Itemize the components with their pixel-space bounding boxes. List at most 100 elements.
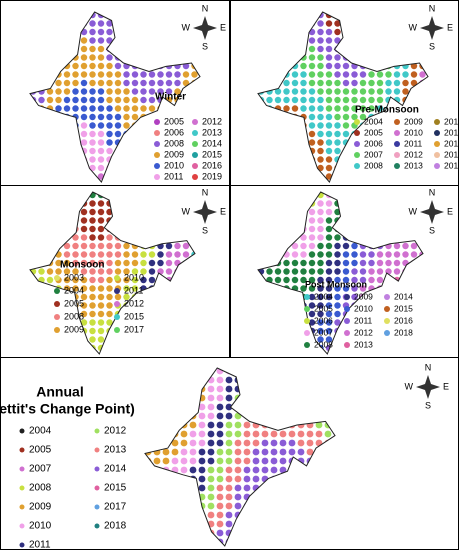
map-dot bbox=[376, 310, 384, 318]
legend-swatch bbox=[114, 301, 120, 307]
map-dot bbox=[55, 217, 62, 224]
map-dot bbox=[72, 130, 79, 138]
map-dot bbox=[291, 28, 299, 36]
map-dot bbox=[165, 45, 173, 53]
map-dot bbox=[191, 200, 195, 207]
legend-label: 2018 bbox=[394, 327, 413, 337]
map-dot bbox=[306, 376, 314, 384]
map-dot bbox=[266, 327, 273, 335]
map-dot bbox=[131, 192, 139, 199]
map-dot bbox=[198, 484, 206, 492]
map-dot bbox=[270, 439, 278, 447]
map-dot bbox=[80, 234, 88, 241]
map-dot bbox=[334, 319, 341, 326]
legend-label: 2007 bbox=[29, 464, 52, 475]
map-dot bbox=[306, 394, 314, 402]
legend-swatch bbox=[154, 174, 160, 180]
map-dot bbox=[97, 200, 105, 207]
map-dot bbox=[274, 139, 282, 146]
map-dot bbox=[225, 421, 233, 429]
map-dot bbox=[225, 394, 233, 402]
map-dot bbox=[123, 122, 130, 129]
map-dot bbox=[258, 242, 265, 250]
map-dot bbox=[63, 88, 71, 95]
map-dot bbox=[351, 45, 358, 53]
map-dot bbox=[325, 88, 333, 95]
map-dot bbox=[165, 327, 173, 335]
map-dot bbox=[191, 242, 195, 250]
map-dot bbox=[410, 37, 418, 44]
map-dot bbox=[63, 276, 71, 284]
map-dot bbox=[410, 344, 418, 352]
map-dot bbox=[393, 12, 401, 19]
map-dot bbox=[80, 139, 88, 146]
map-dot bbox=[419, 12, 426, 19]
map-dot bbox=[182, 12, 190, 19]
legend-label: 2006 bbox=[314, 315, 333, 325]
map-dot bbox=[38, 173, 45, 180]
map-dot bbox=[162, 439, 170, 447]
map-dot bbox=[157, 28, 164, 36]
map-dot bbox=[162, 493, 170, 501]
map-dot bbox=[325, 105, 333, 112]
map-dot bbox=[306, 493, 314, 501]
map-dot bbox=[153, 385, 161, 393]
map-dot bbox=[55, 192, 62, 199]
map-dot bbox=[351, 251, 358, 258]
map-dot bbox=[174, 276, 181, 284]
map-dot bbox=[198, 412, 206, 420]
legend-label: 2017 bbox=[444, 138, 459, 148]
map-dot bbox=[270, 368, 278, 375]
map-dot bbox=[30, 344, 37, 352]
map-dot bbox=[317, 276, 324, 284]
map-dot bbox=[325, 285, 333, 292]
legend-label: 2010 bbox=[29, 521, 52, 532]
map-dot bbox=[274, 208, 282, 216]
map-dot bbox=[376, 319, 384, 326]
map-dot bbox=[80, 71, 88, 78]
map-dot bbox=[283, 20, 290, 27]
map-dot bbox=[157, 79, 164, 87]
map-dot bbox=[145, 538, 152, 546]
legend-label: 2012 bbox=[404, 149, 423, 159]
map-dot bbox=[106, 276, 113, 284]
map-dot bbox=[189, 466, 197, 474]
map-dot bbox=[182, 225, 190, 233]
map-dot bbox=[63, 344, 71, 352]
map-dot bbox=[410, 45, 418, 53]
map-dot bbox=[225, 385, 233, 393]
map-dot bbox=[393, 251, 401, 258]
map-dot bbox=[46, 147, 54, 155]
map-dot bbox=[89, 139, 96, 146]
map-dot bbox=[123, 344, 130, 352]
map-dot bbox=[385, 344, 392, 352]
map-dot bbox=[63, 12, 71, 19]
legend-swatch bbox=[154, 141, 160, 147]
map-dot bbox=[106, 192, 113, 199]
map-dot bbox=[198, 368, 206, 375]
map-dot bbox=[279, 484, 287, 492]
map-dot bbox=[297, 475, 305, 483]
map-dot bbox=[334, 234, 341, 241]
map-dot bbox=[114, 113, 122, 121]
map-dot bbox=[30, 62, 37, 70]
map-dot bbox=[308, 12, 316, 19]
map-dot bbox=[46, 130, 54, 138]
map-dot bbox=[182, 217, 190, 224]
map-dot bbox=[38, 96, 45, 104]
map-dot bbox=[123, 96, 130, 104]
map-dot bbox=[258, 156, 265, 163]
map-dot bbox=[368, 173, 375, 180]
map-dot bbox=[274, 268, 282, 275]
map-dot bbox=[368, 71, 375, 78]
map-dot bbox=[106, 173, 113, 180]
map-dot bbox=[171, 403, 179, 411]
map-dot bbox=[410, 12, 418, 19]
map-dot bbox=[325, 147, 333, 155]
map-dot bbox=[80, 259, 88, 267]
map-dot bbox=[180, 520, 188, 528]
map-dot bbox=[266, 319, 273, 326]
map-dot bbox=[106, 302, 113, 309]
map-dot bbox=[325, 268, 333, 275]
map-dot bbox=[63, 139, 71, 146]
